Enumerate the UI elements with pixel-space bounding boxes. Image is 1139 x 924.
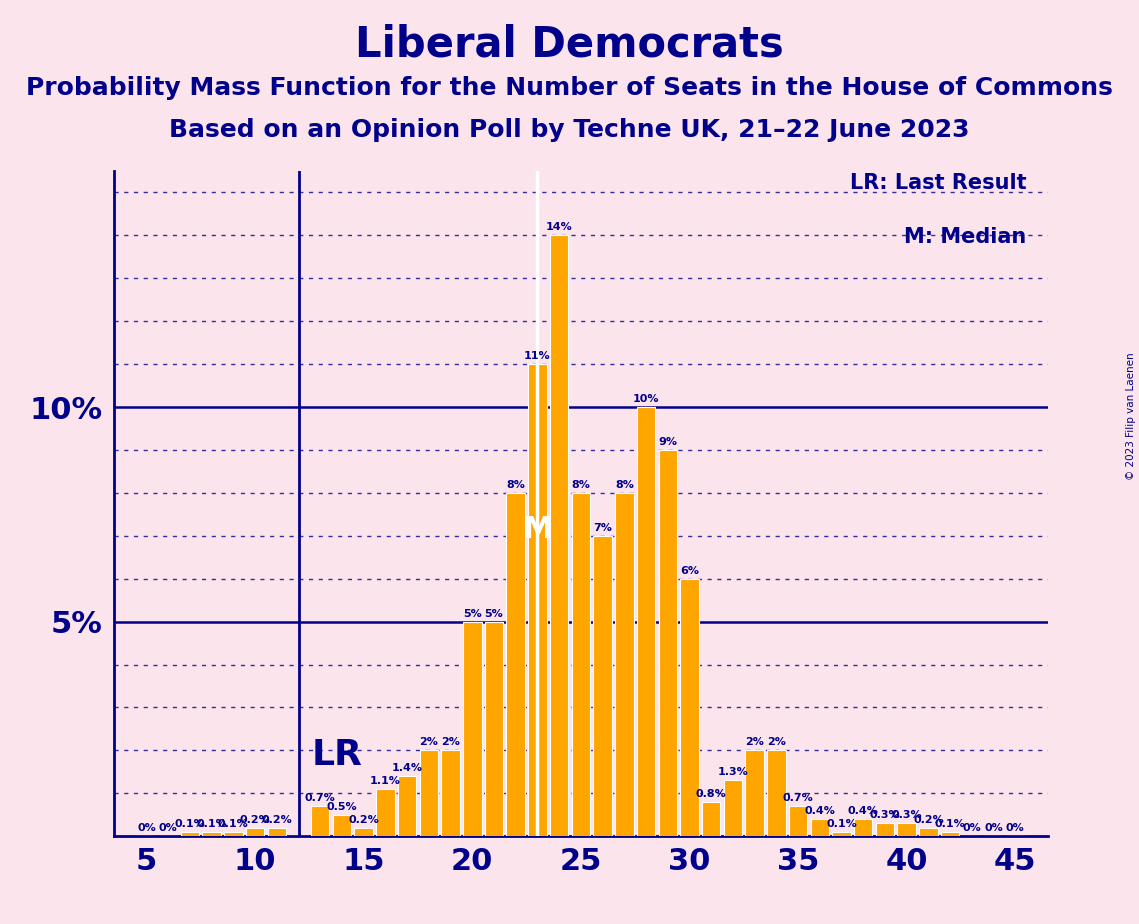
- Bar: [898, 823, 916, 836]
- Bar: [224, 832, 243, 836]
- Text: 1.1%: 1.1%: [370, 776, 401, 786]
- Bar: [398, 776, 417, 836]
- Text: 0.2%: 0.2%: [262, 815, 293, 824]
- Bar: [181, 832, 199, 836]
- Bar: [441, 750, 460, 836]
- Bar: [658, 450, 677, 836]
- Text: Probability Mass Function for the Number of Seats in the House of Commons: Probability Mass Function for the Number…: [26, 76, 1113, 100]
- Text: 2%: 2%: [745, 737, 764, 748]
- Bar: [507, 492, 525, 836]
- Text: Based on an Opinion Poll by Techne UK, 21–22 June 2023: Based on an Opinion Poll by Techne UK, 2…: [170, 118, 969, 142]
- Text: 0%: 0%: [1006, 823, 1025, 833]
- Text: 2%: 2%: [441, 737, 460, 748]
- Text: M: M: [523, 516, 552, 544]
- Text: 0.7%: 0.7%: [782, 793, 813, 803]
- Text: 2%: 2%: [767, 737, 786, 748]
- Text: 0.4%: 0.4%: [804, 806, 835, 816]
- Text: 0.2%: 0.2%: [239, 815, 270, 824]
- Bar: [528, 364, 547, 836]
- Bar: [311, 806, 329, 836]
- Text: 0.1%: 0.1%: [218, 819, 248, 829]
- Text: 9%: 9%: [658, 437, 678, 447]
- Text: 8%: 8%: [572, 480, 590, 490]
- Text: 0.5%: 0.5%: [327, 802, 358, 812]
- Text: 5%: 5%: [462, 609, 482, 618]
- Bar: [593, 536, 612, 836]
- Bar: [876, 823, 894, 836]
- Bar: [702, 802, 721, 836]
- Bar: [833, 832, 851, 836]
- Text: 8%: 8%: [615, 480, 633, 490]
- Bar: [246, 828, 264, 836]
- Bar: [464, 622, 482, 836]
- Text: 0.4%: 0.4%: [847, 806, 878, 816]
- Text: 11%: 11%: [524, 351, 551, 361]
- Text: 0.1%: 0.1%: [935, 819, 966, 829]
- Bar: [768, 750, 786, 836]
- Text: 0.2%: 0.2%: [913, 815, 944, 824]
- Bar: [811, 819, 829, 836]
- Text: Liberal Democrats: Liberal Democrats: [355, 23, 784, 65]
- Bar: [550, 236, 568, 836]
- Text: 7%: 7%: [593, 523, 612, 533]
- Bar: [268, 828, 286, 836]
- Text: 0.7%: 0.7%: [305, 793, 336, 803]
- Bar: [485, 622, 503, 836]
- Bar: [680, 578, 698, 836]
- Text: 14%: 14%: [546, 223, 573, 232]
- Text: © 2023 Filip van Laenen: © 2023 Filip van Laenen: [1126, 352, 1136, 480]
- Text: 10%: 10%: [633, 394, 659, 404]
- Bar: [854, 819, 872, 836]
- Text: 1.3%: 1.3%: [718, 768, 748, 777]
- Text: 0.1%: 0.1%: [826, 819, 857, 829]
- Bar: [203, 832, 221, 836]
- Bar: [919, 828, 937, 836]
- Text: 8%: 8%: [507, 480, 525, 490]
- Text: 0.3%: 0.3%: [870, 810, 900, 821]
- Text: 5%: 5%: [484, 609, 503, 618]
- Text: 6%: 6%: [680, 565, 699, 576]
- Bar: [941, 832, 959, 836]
- Text: LR: Last Result: LR: Last Result: [850, 173, 1026, 193]
- Text: 0%: 0%: [962, 823, 981, 833]
- Bar: [637, 407, 655, 836]
- Text: 0.8%: 0.8%: [696, 789, 727, 799]
- Bar: [745, 750, 764, 836]
- Bar: [376, 789, 394, 836]
- Text: 1.4%: 1.4%: [392, 763, 423, 773]
- Bar: [789, 806, 808, 836]
- Text: M: Median: M: Median: [904, 226, 1026, 247]
- Text: 0.1%: 0.1%: [196, 819, 227, 829]
- Bar: [615, 492, 633, 836]
- Text: LR: LR: [312, 738, 362, 772]
- Text: 0%: 0%: [158, 823, 178, 833]
- Text: 0.3%: 0.3%: [892, 810, 921, 821]
- Bar: [723, 781, 743, 836]
- Text: 2%: 2%: [419, 737, 439, 748]
- Bar: [419, 750, 439, 836]
- Bar: [333, 815, 351, 836]
- Text: 0.2%: 0.2%: [349, 815, 379, 824]
- Text: 0%: 0%: [137, 823, 156, 833]
- Bar: [572, 492, 590, 836]
- Text: 0.1%: 0.1%: [174, 819, 205, 829]
- Text: 0%: 0%: [984, 823, 1003, 833]
- Bar: [354, 828, 372, 836]
